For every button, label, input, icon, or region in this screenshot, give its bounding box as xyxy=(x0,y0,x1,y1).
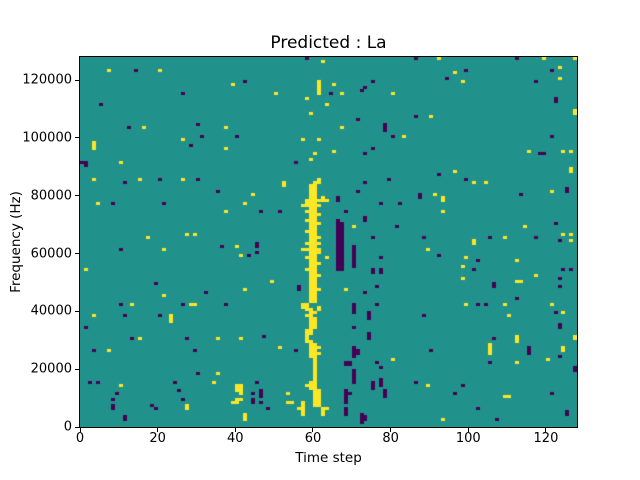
y-tick-label: 80000 xyxy=(30,188,72,204)
chart-title: Predicted : La xyxy=(270,33,387,53)
x-tick-label: 60 xyxy=(304,431,322,446)
plot-area xyxy=(79,56,578,428)
y-tick-label: 60000 xyxy=(30,246,72,262)
x-tick-mark xyxy=(157,428,159,432)
y-tick-mark xyxy=(75,426,79,428)
x-tick-label: 40 xyxy=(227,431,244,446)
x-tick-mark xyxy=(79,428,81,432)
y-tick-label: 0 xyxy=(63,419,72,435)
y-tick-mark xyxy=(75,368,79,370)
y-tick-mark xyxy=(75,195,79,197)
x-tick-label: 80 xyxy=(382,431,399,446)
y-tick-mark xyxy=(75,310,79,312)
x-tick-label: 100 xyxy=(455,431,481,446)
x-tick-label: 0 xyxy=(75,431,85,446)
x-tick-mark xyxy=(467,428,469,432)
y-tick-label: 120000 xyxy=(22,72,72,88)
y-axis-label: Frequency (Hz) xyxy=(8,191,24,293)
heatmap-canvas xyxy=(80,57,577,427)
x-tick-label: 20 xyxy=(149,431,166,446)
x-axis-label: Time step xyxy=(295,450,362,466)
x-tick-mark xyxy=(312,428,314,432)
x-tick-mark xyxy=(545,428,547,432)
y-tick-label: 100000 xyxy=(22,130,72,146)
y-tick-mark xyxy=(75,79,79,81)
x-tick-mark xyxy=(390,428,392,432)
y-tick-label: 20000 xyxy=(30,361,72,377)
y-tick-mark xyxy=(75,137,79,139)
y-tick-mark xyxy=(75,253,79,255)
y-tick-label: 40000 xyxy=(30,303,72,319)
x-tick-mark xyxy=(234,428,236,432)
x-tick-label: 120 xyxy=(533,431,559,446)
